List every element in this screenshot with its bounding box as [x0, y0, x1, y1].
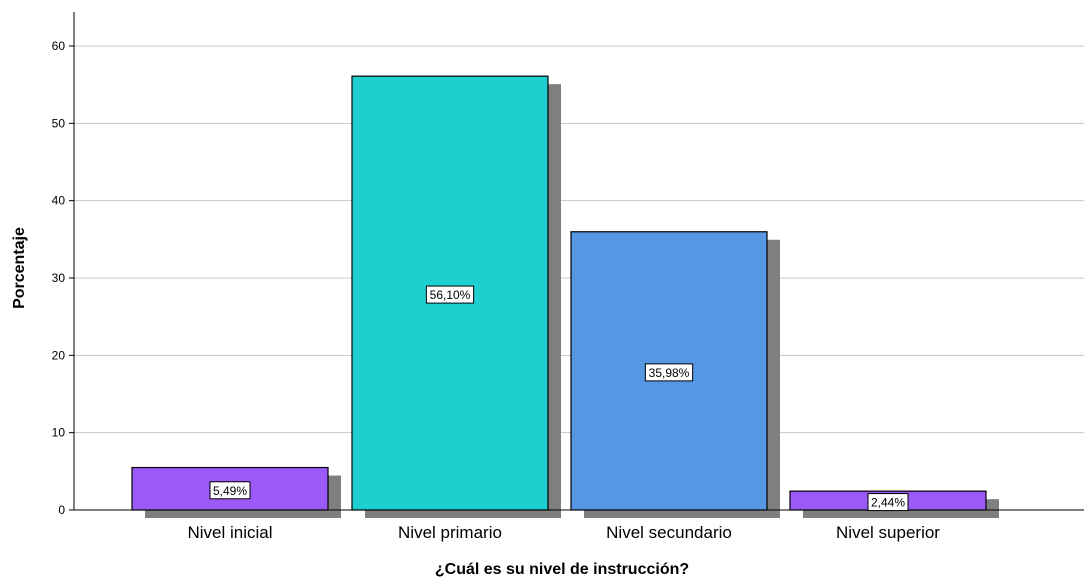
x-tick-label: Nivel primario: [398, 523, 502, 542]
y-tick-label: 30: [52, 271, 66, 285]
y-tick-label: 10: [52, 426, 66, 440]
data-label: 56,10%: [430, 288, 471, 302]
data-label-box: [867, 493, 909, 512]
labels: 0 10 20 30 40 50 60 5,49% Nivel inicial 56,10% Niv…: [52, 39, 941, 542]
y-axis-title: Porcentaje: [11, 227, 28, 309]
data-label: 5,49%: [213, 484, 247, 498]
data-label: 2,44%: [871, 496, 905, 510]
y-tick-label: 0: [58, 503, 65, 517]
data-label-box: [425, 285, 475, 304]
y-tick-label: 50: [52, 116, 66, 130]
y-tick-label: 60: [52, 39, 66, 53]
y-tick-label: 40: [52, 194, 66, 208]
bars: [131, 75, 999, 518]
x-tick-label: Nivel secundario: [606, 523, 732, 542]
data-label-box: [209, 481, 251, 500]
data-label-box: [644, 363, 694, 382]
x-tick-label: Nivel superior: [836, 523, 940, 542]
y-tick-label: 20: [52, 348, 66, 362]
x-tick-label: Nivel inicial: [187, 523, 272, 542]
x-axis-title: ¿Cuál es su nivel de instrucción?: [435, 561, 689, 578]
data-label: 35,98%: [649, 366, 690, 380]
axes: [69, 12, 1084, 511]
